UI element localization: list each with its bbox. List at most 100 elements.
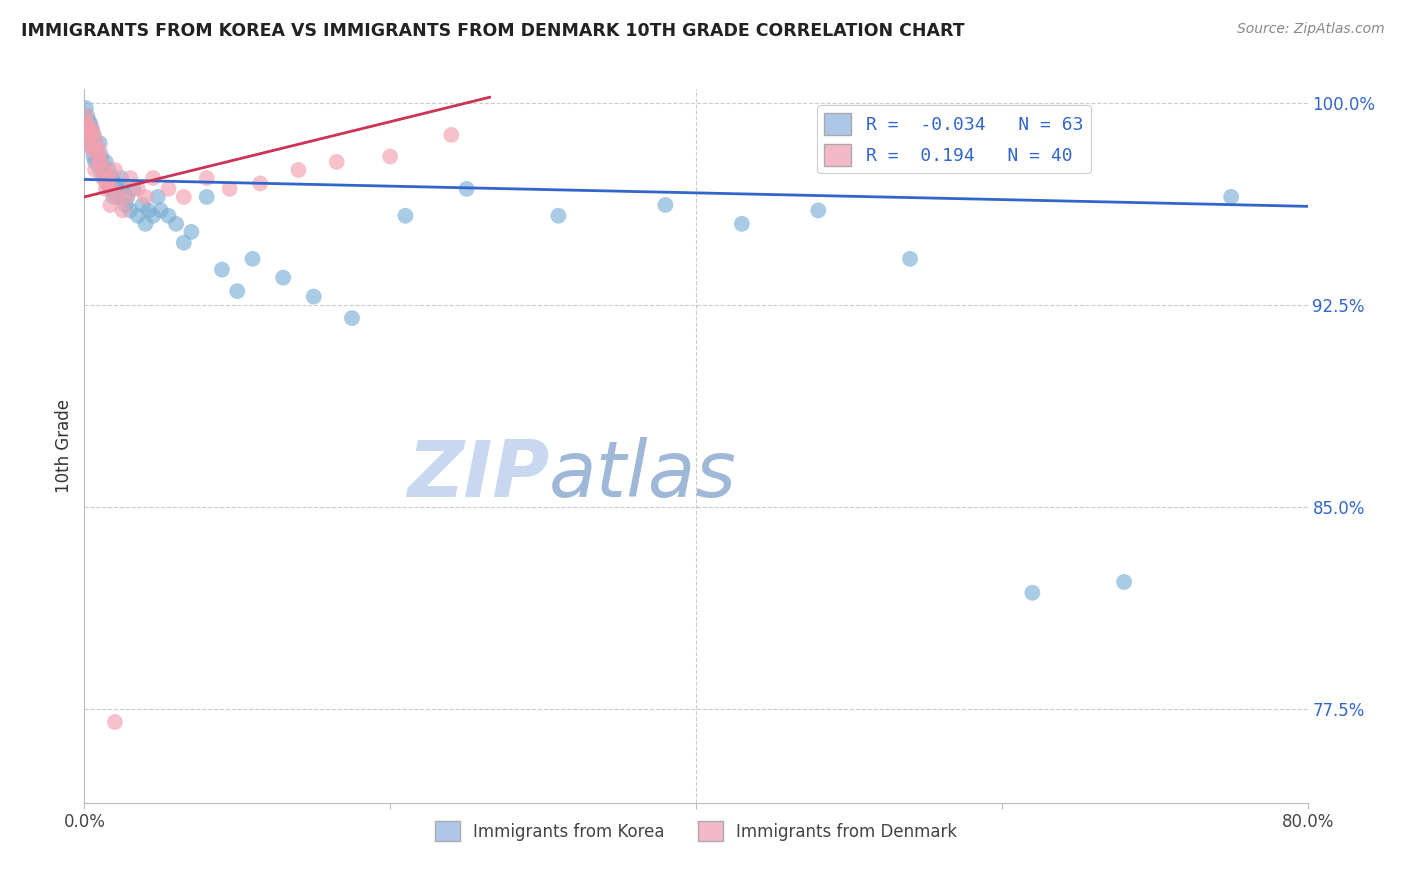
Point: [94, 155, 117, 169]
Text: Source: ZipAtlas.com: Source: ZipAtlas.com: [1237, 22, 1385, 37]
Point: [394, 209, 416, 223]
Point: [86, 144, 108, 158]
Point: [90, 149, 112, 163]
Point: [287, 163, 309, 178]
Point: [101, 182, 124, 196]
Text: ZIP: ZIP: [406, 436, 550, 513]
Point: [75, 109, 97, 123]
Point: [122, 182, 145, 196]
Point: [127, 182, 149, 196]
Point: [120, 171, 142, 186]
Point: [76, 122, 98, 136]
Point: [120, 203, 142, 218]
Point: [195, 171, 218, 186]
Point: [211, 262, 233, 277]
Point: [98, 198, 121, 212]
Point: [97, 163, 120, 178]
Point: [135, 190, 157, 204]
Point: [135, 217, 157, 231]
Point: [79, 136, 101, 150]
Point: [218, 182, 240, 196]
Point: [83, 128, 105, 142]
Point: [91, 163, 114, 178]
Point: [104, 714, 127, 729]
Point: [173, 190, 195, 204]
Point: [101, 171, 124, 186]
Point: [107, 190, 129, 204]
Point: [302, 289, 325, 303]
Point: [80, 141, 103, 155]
Point: [76, 109, 98, 123]
Point: [89, 136, 111, 150]
Point: [89, 144, 111, 158]
Point: [87, 155, 110, 169]
Point: [98, 182, 121, 196]
Point: [86, 136, 108, 150]
Point: [1220, 190, 1243, 204]
Point: [173, 235, 195, 250]
Point: [807, 203, 830, 218]
Point: [77, 130, 100, 145]
Point: [93, 163, 115, 178]
Point: [114, 198, 136, 212]
Point: [104, 163, 127, 178]
Point: [325, 155, 347, 169]
Point: [94, 182, 117, 196]
Text: atlas: atlas: [550, 436, 737, 513]
Point: [80, 141, 103, 155]
Point: [157, 182, 180, 196]
Text: IMMIGRANTS FROM KOREA VS IMMIGRANTS FROM DENMARK 10TH GRADE CORRELATION CHART: IMMIGRANTS FROM KOREA VS IMMIGRANTS FROM…: [21, 22, 965, 40]
Point: [76, 117, 98, 131]
Point: [149, 203, 172, 218]
Point: [107, 190, 129, 204]
Point: [91, 171, 114, 186]
Point: [79, 128, 101, 142]
Point: [96, 177, 118, 191]
Point: [84, 163, 107, 178]
Legend: Immigrants from Korea, Immigrants from Denmark: Immigrants from Korea, Immigrants from D…: [427, 814, 965, 848]
Point: [83, 128, 105, 142]
Point: [75, 101, 97, 115]
Point: [226, 284, 249, 298]
Point: [340, 311, 363, 326]
Point: [440, 128, 463, 142]
Y-axis label: 10th Grade: 10th Grade: [55, 399, 73, 493]
Point: [80, 122, 103, 136]
Point: [104, 177, 127, 191]
Point: [77, 136, 100, 150]
Point: [111, 182, 134, 196]
Point: [93, 171, 115, 186]
Point: [84, 136, 107, 150]
Point: [103, 190, 125, 204]
Point: [87, 155, 110, 169]
Point: [77, 122, 100, 136]
Point: [547, 209, 569, 223]
Point: [456, 182, 478, 196]
Point: [83, 149, 105, 163]
Point: [111, 203, 134, 218]
Point: [249, 177, 271, 191]
Point: [165, 217, 187, 231]
Point: [79, 117, 101, 131]
Point: [105, 182, 128, 196]
Point: [131, 198, 153, 212]
Point: [110, 171, 132, 186]
Point: [157, 209, 180, 223]
Point: [1114, 574, 1136, 589]
Point: [89, 163, 111, 178]
Point: [731, 217, 754, 231]
Point: [76, 128, 98, 142]
Point: [138, 203, 160, 218]
Point: [115, 190, 138, 204]
Point: [84, 155, 107, 169]
Point: [242, 252, 264, 266]
Point: [180, 225, 202, 239]
Point: [115, 190, 138, 204]
Point: [146, 190, 169, 204]
Point: [1021, 586, 1043, 600]
Point: [77, 114, 100, 128]
Point: [142, 171, 165, 186]
Point: [90, 155, 112, 169]
Point: [142, 209, 165, 223]
Point: [127, 209, 149, 223]
